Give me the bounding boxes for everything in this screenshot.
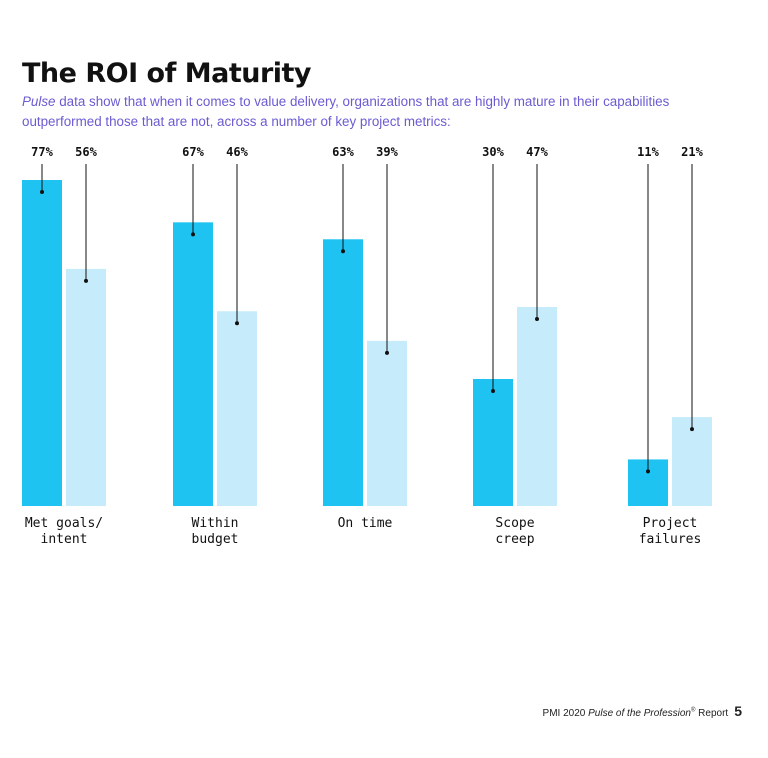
page-footer: PMI 2020 Pulse of the Profession® Report… [543, 703, 742, 719]
bar-group: 67% 46% Within budget [173, 145, 257, 547]
data-label: 63% [332, 145, 354, 159]
bar-high-maturity [473, 378, 513, 506]
bar-group: 30% 47% Scope creep [473, 145, 557, 547]
leader-dot [690, 427, 694, 432]
data-label: 56% [75, 145, 97, 159]
category-label-line: Project [643, 516, 698, 531]
data-label: 67% [182, 145, 204, 159]
data-label: 39% [376, 145, 398, 159]
category-label-line: Scope [495, 516, 534, 531]
leader-dot [385, 350, 389, 355]
leader-dot [535, 317, 539, 322]
category-label: Met goals/intent [25, 516, 103, 547]
category-label-line: Met goals/ [25, 516, 103, 531]
bar-low-maturity [517, 307, 557, 506]
data-label: 21% [681, 145, 703, 159]
leader-dot [235, 321, 239, 326]
category-label: Project failures [639, 516, 702, 547]
bar-high-maturity [173, 222, 213, 507]
bar-high-maturity [323, 239, 363, 507]
data-label: 30% [482, 145, 504, 159]
category-label: On time [338, 516, 393, 531]
footer-registered-mark: ® [690, 707, 696, 714]
category-label: Scope creep [495, 516, 534, 547]
category-label-line: budget [192, 532, 239, 547]
bar-high-maturity [22, 180, 62, 506]
category-label-line: intent [41, 532, 88, 547]
data-label: 77% [31, 145, 53, 159]
leader-dot [191, 232, 195, 237]
bar-low-maturity [217, 311, 257, 506]
leader-dot [40, 190, 44, 194]
bar-low-maturity [66, 268, 106, 506]
bar-low-maturity [367, 340, 407, 506]
leader-dot [341, 249, 345, 254]
footer-suffix: Report [695, 708, 729, 719]
chart-subtitle: Pulse data show that when it comes to va… [22, 92, 722, 132]
category-label: Within budget [192, 516, 239, 547]
footer-report-name: Pulse of the Profession [588, 708, 691, 719]
leader-dot [84, 278, 88, 283]
category-label-line: On time [338, 516, 393, 531]
data-label: 11% [637, 145, 659, 159]
leader-dot [491, 388, 495, 393]
leader-dot [646, 469, 650, 474]
bar-group: 63% 39% On time [323, 145, 407, 531]
subtitle-emphasis: Pulse [22, 94, 56, 109]
page-number: 5 [734, 703, 742, 719]
bar-group: 77% 56% Met goals/intent [22, 145, 106, 547]
category-label-line: Within [192, 516, 239, 531]
data-label: 46% [226, 145, 248, 159]
roi-bar-chart: 77% 56% Met goals/intent 67% 46% Within budget… [22, 145, 712, 547]
data-label: 47% [526, 145, 548, 159]
category-label-line: creep [495, 532, 534, 547]
category-label-line: failures [639, 532, 702, 547]
bar-low-maturity [672, 417, 712, 506]
page-title: The ROI of Maturity [22, 58, 312, 89]
bar-group: 11% 21% Project failures [628, 145, 712, 547]
footer-prefix: PMI 2020 [542, 708, 589, 719]
subtitle-text: data show that when it comes to value de… [22, 94, 670, 129]
